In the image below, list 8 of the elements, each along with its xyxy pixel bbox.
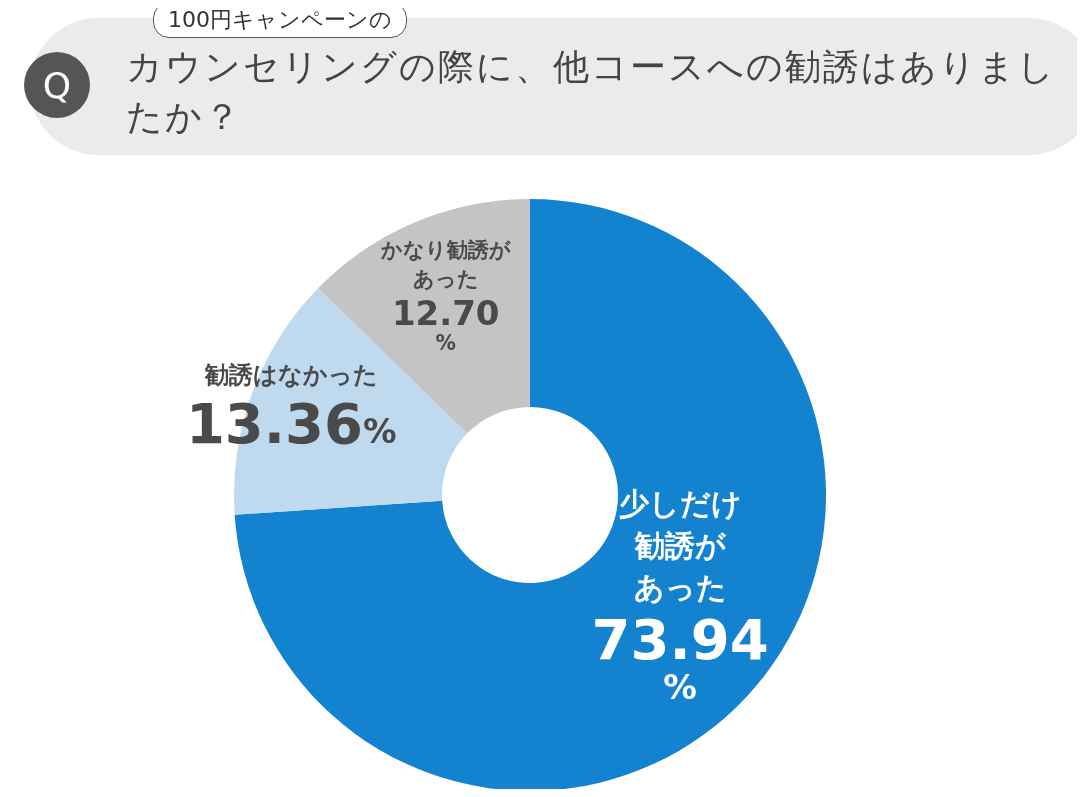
data-label: 12.70%: [391, 292, 500, 355]
speech-bubble: 100円キャンペーンの: [153, 8, 407, 38]
data-label: 73.94%: [591, 606, 769, 708]
data-label: 13.36%: [185, 391, 397, 457]
slice-label: 少しだけ勧誘があった: [618, 485, 742, 605]
chart-title: カウンセリングの際に、他コースへの勧誘はありましたか？: [126, 45, 1056, 139]
slice-label: 勧誘はなかった: [204, 361, 378, 390]
slice-label: かなり勧誘があった: [380, 237, 511, 292]
